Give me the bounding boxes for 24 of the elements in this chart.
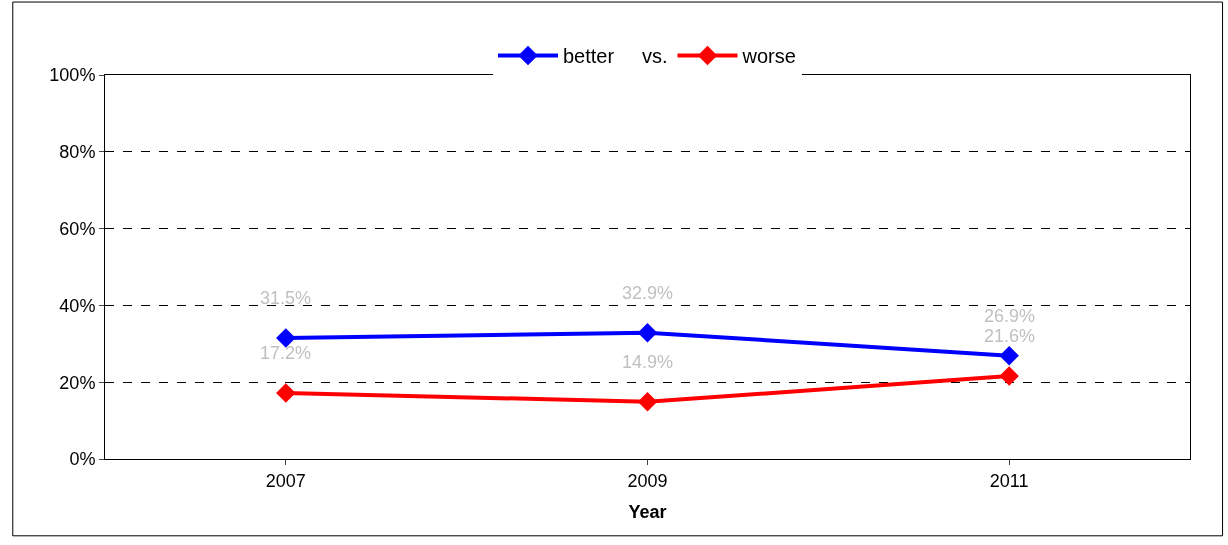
y-tick-label: 40% [59,295,96,316]
y-tick-label: 20% [59,372,96,393]
data-label: 17.2% [260,343,312,363]
data-label: 26.9% [984,306,1036,326]
x-tick-label: 2007 [265,470,306,491]
data-label: 14.9% [622,352,674,372]
data-label: 21.6% [984,326,1036,346]
point [999,366,1019,386]
point [999,345,1019,366]
point [637,322,658,343]
legend-label: worse [741,45,796,68]
data-label: 31.5% [260,288,312,308]
y-tick-label: 100% [49,65,96,86]
point [637,392,658,412]
x-tick-label: 2009 [627,470,668,491]
legend-label: better vs. [563,45,668,68]
x-tick-label: 2011 [989,470,1029,491]
data-label: 32.9% [622,283,674,303]
y-tick-label: 80% [59,142,96,163]
y-tick-label: 60% [59,218,96,239]
point [276,328,296,348]
x-axis-title: Year [628,501,667,522]
y-tick-label: 0% [69,449,96,470]
point [276,383,296,403]
